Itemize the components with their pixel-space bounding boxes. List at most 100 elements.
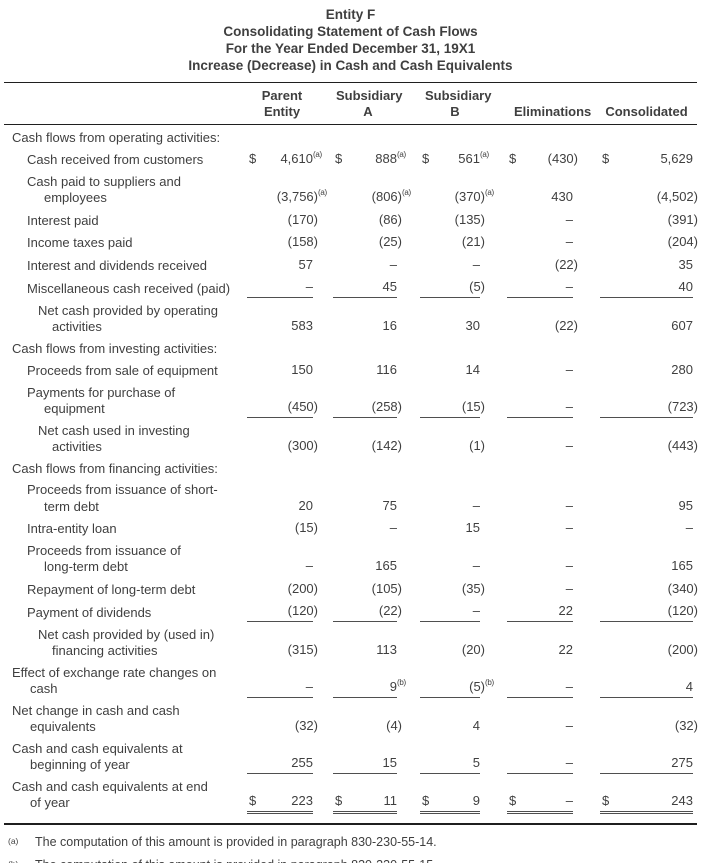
statement-row: Income taxes paid (158) (25) (21) – (204)	[4, 232, 698, 255]
statement-row: Net cash provided by operating activitie…	[4, 300, 697, 338]
amount-value: (21)	[462, 234, 485, 251]
amount-cell: (22)	[333, 603, 402, 622]
amount-value: (204)	[668, 234, 698, 251]
amount-cell: (15)	[247, 520, 318, 538]
amount-value: –	[566, 498, 573, 515]
amount-value: 57	[299, 257, 313, 274]
amount-value: 4,610 (a)	[280, 150, 322, 168]
amount-text: –	[565, 520, 573, 535]
amount-cell	[600, 145, 693, 146]
amount-cell: $ –	[507, 793, 573, 814]
amount-cell: 165	[600, 558, 693, 576]
amount-text: –	[565, 755, 573, 770]
footnote-ref: (a)	[318, 188, 327, 197]
amount-cell: (723)	[600, 399, 698, 418]
amount-value: (135)	[455, 212, 485, 229]
amount-cell: (200)	[247, 581, 318, 599]
amount-cell	[333, 356, 397, 357]
amount-value: –	[566, 212, 573, 229]
footnote-marker: (b)	[8, 856, 35, 863]
amount-text: 22	[558, 642, 573, 657]
footnote-text: The computation of this amount is provid…	[35, 835, 437, 849]
statement-row: Cash flows from financing activities:	[4, 458, 697, 480]
amount-text: 9	[472, 793, 480, 808]
amount-text: 11	[383, 793, 397, 808]
amount-text: 45	[382, 279, 397, 294]
statement-row: Cash paid to suppliers and employees (3,7…	[4, 171, 698, 209]
amount-value: (391)	[668, 212, 698, 229]
statement-row: Net change in cash and cash equivalents (…	[4, 700, 698, 738]
amount-text: (200)	[287, 580, 318, 596]
footnote-ref: (a)	[480, 150, 489, 159]
column-header-subsidiary-b: Subsidiary B	[425, 88, 492, 119]
amount-text: (170)	[287, 211, 318, 227]
amount-text: (5)	[469, 279, 485, 294]
amount-text: (4)	[386, 718, 402, 733]
currency-symbol: $	[602, 151, 610, 166]
row-label: Cash and cash equivalents at beginning o…	[12, 740, 183, 773]
amount-cell: (450)	[247, 399, 318, 418]
row-label: Payments for purchase of equipment	[27, 384, 176, 417]
amount-text: –	[472, 497, 480, 513]
statement-row: Cash and cash equivalents at beginning o…	[4, 738, 697, 776]
amount-value: (443)	[668, 438, 698, 455]
amount-value: –	[473, 498, 480, 515]
amount-value: 75	[383, 498, 397, 515]
statement-row: Effect of exchange rate changes on cash –…	[4, 662, 697, 700]
amount-value: –	[566, 234, 573, 251]
amount-text: –	[565, 793, 573, 808]
amount-text: –	[565, 399, 573, 414]
amount-cell: –	[507, 498, 573, 516]
amount-text: 607	[671, 318, 693, 333]
footnote-marker: (a)	[8, 836, 19, 846]
subtitle-line: Increase (Decrease) in Cash and Cash Equ…	[188, 58, 513, 73]
amount-value: 280	[671, 362, 693, 379]
amount-text: (21)	[461, 234, 485, 249]
amount-cell: 5	[420, 755, 480, 774]
amount-value: –	[566, 679, 573, 696]
column-header-parent-entity: Parent Entity	[261, 88, 303, 119]
amount-cell	[420, 356, 480, 357]
amount-value: (170)	[288, 212, 318, 229]
amount-value: (723)	[668, 399, 698, 416]
footnote: (b) The computation of this amount is pr…	[8, 857, 697, 863]
amount-cell: (32)	[247, 718, 318, 736]
amount-value: 40	[679, 279, 693, 296]
amount-cell: (300)	[247, 438, 318, 456]
amount-value: –	[566, 793, 573, 810]
column-header-consolidated: Consolidated	[605, 103, 688, 119]
statement-rows: Cash flows from operating activities: Cas…	[4, 125, 698, 814]
amount-cell: (15)	[420, 399, 485, 418]
amount-text: –	[565, 718, 573, 733]
amount-cell	[333, 145, 397, 146]
currency-symbol: $	[422, 793, 430, 808]
amount-value: 165	[375, 558, 397, 575]
amount-text: (370)	[454, 189, 485, 204]
amount-value: (4,502)	[657, 189, 698, 206]
amount-value: 14	[466, 362, 480, 379]
amount-cell: (35)	[420, 581, 485, 599]
amount-text: (15)	[294, 520, 318, 535]
row-label: Payment of dividends	[27, 605, 152, 620]
amount-text: (1)	[469, 438, 485, 453]
row-label: Net change in cash and cash equivalents	[12, 702, 180, 735]
amount-cell: 45	[333, 279, 397, 298]
amount-value: (430)	[548, 151, 578, 168]
statement-row: Payments for purchase of equipment (450) (…	[4, 382, 698, 420]
amount-value: (15)	[462, 399, 485, 416]
footnote: (a) The computation of this amount is pr…	[8, 834, 697, 850]
statement-row: Proceeds from issuance of short- term de…	[4, 480, 697, 518]
amount-value: 116	[376, 362, 397, 379]
amount-value: –	[306, 279, 313, 296]
footnote-ref: (b)	[397, 678, 406, 687]
amount-value: (3,756) (a)	[277, 188, 327, 206]
amount-text: 4	[685, 679, 693, 694]
amount-value: 4	[686, 679, 693, 696]
amount-value: 16	[383, 318, 397, 335]
amount-cell: (5)	[420, 279, 485, 298]
amount-value: 22	[559, 642, 573, 659]
amount-text: 15	[382, 755, 397, 770]
amount-text: 35	[678, 256, 693, 272]
statement-row: Proceeds from issuance of long-term debt…	[4, 540, 697, 578]
amount-value: (158)	[288, 234, 318, 251]
